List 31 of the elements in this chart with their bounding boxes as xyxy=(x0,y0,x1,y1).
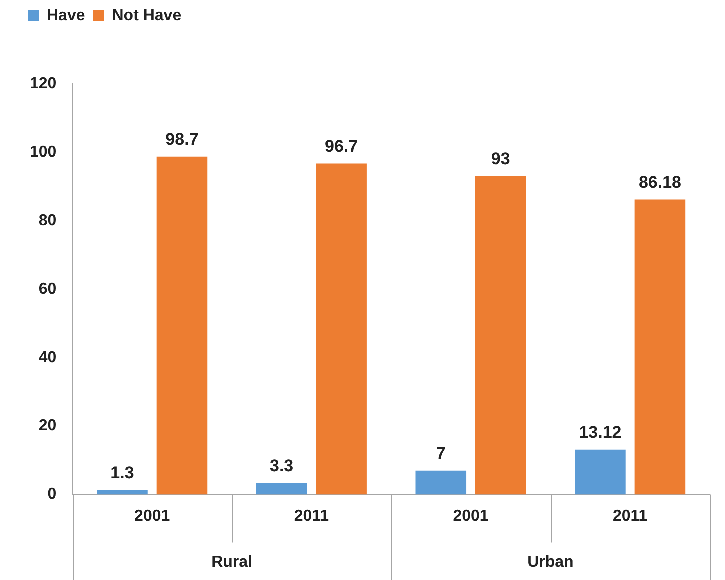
data-label: 98.7 xyxy=(166,130,199,150)
y-tick-label: 0 xyxy=(48,486,57,504)
x-tick-label: 2011 xyxy=(294,508,330,525)
x-tick-label: 2001 xyxy=(134,508,170,525)
text: Urban xyxy=(528,554,574,572)
data-label: 96.7 xyxy=(325,136,358,156)
bar xyxy=(156,156,208,495)
y-tick-label: 20 xyxy=(38,418,57,435)
data-label: 13.12 xyxy=(579,423,622,442)
data-label: 3.3 xyxy=(270,456,294,476)
data-label: 86.18 xyxy=(638,172,682,192)
legend-label: Have xyxy=(47,7,86,24)
text: Rural xyxy=(212,554,252,572)
legend-label: Not Have xyxy=(112,7,182,24)
data-label: 7 xyxy=(436,444,446,464)
bar xyxy=(256,484,308,495)
bar xyxy=(575,450,626,495)
bar xyxy=(416,470,467,495)
y-tick-label: 120 xyxy=(30,75,57,92)
bar xyxy=(634,200,686,495)
y-tick-label: 80 xyxy=(38,212,57,230)
y-tick-label: 100 xyxy=(30,144,57,161)
bar xyxy=(475,176,526,495)
data-label: 1.3 xyxy=(110,464,134,483)
y-tick-label: 40 xyxy=(38,349,57,366)
x-tick-label: 2011 xyxy=(612,508,648,525)
bar xyxy=(316,164,367,495)
x-tick-label: 2001 xyxy=(453,508,489,525)
data-label: 93 xyxy=(491,150,510,169)
bar xyxy=(97,490,148,495)
y-tick-label: 60 xyxy=(38,280,57,298)
